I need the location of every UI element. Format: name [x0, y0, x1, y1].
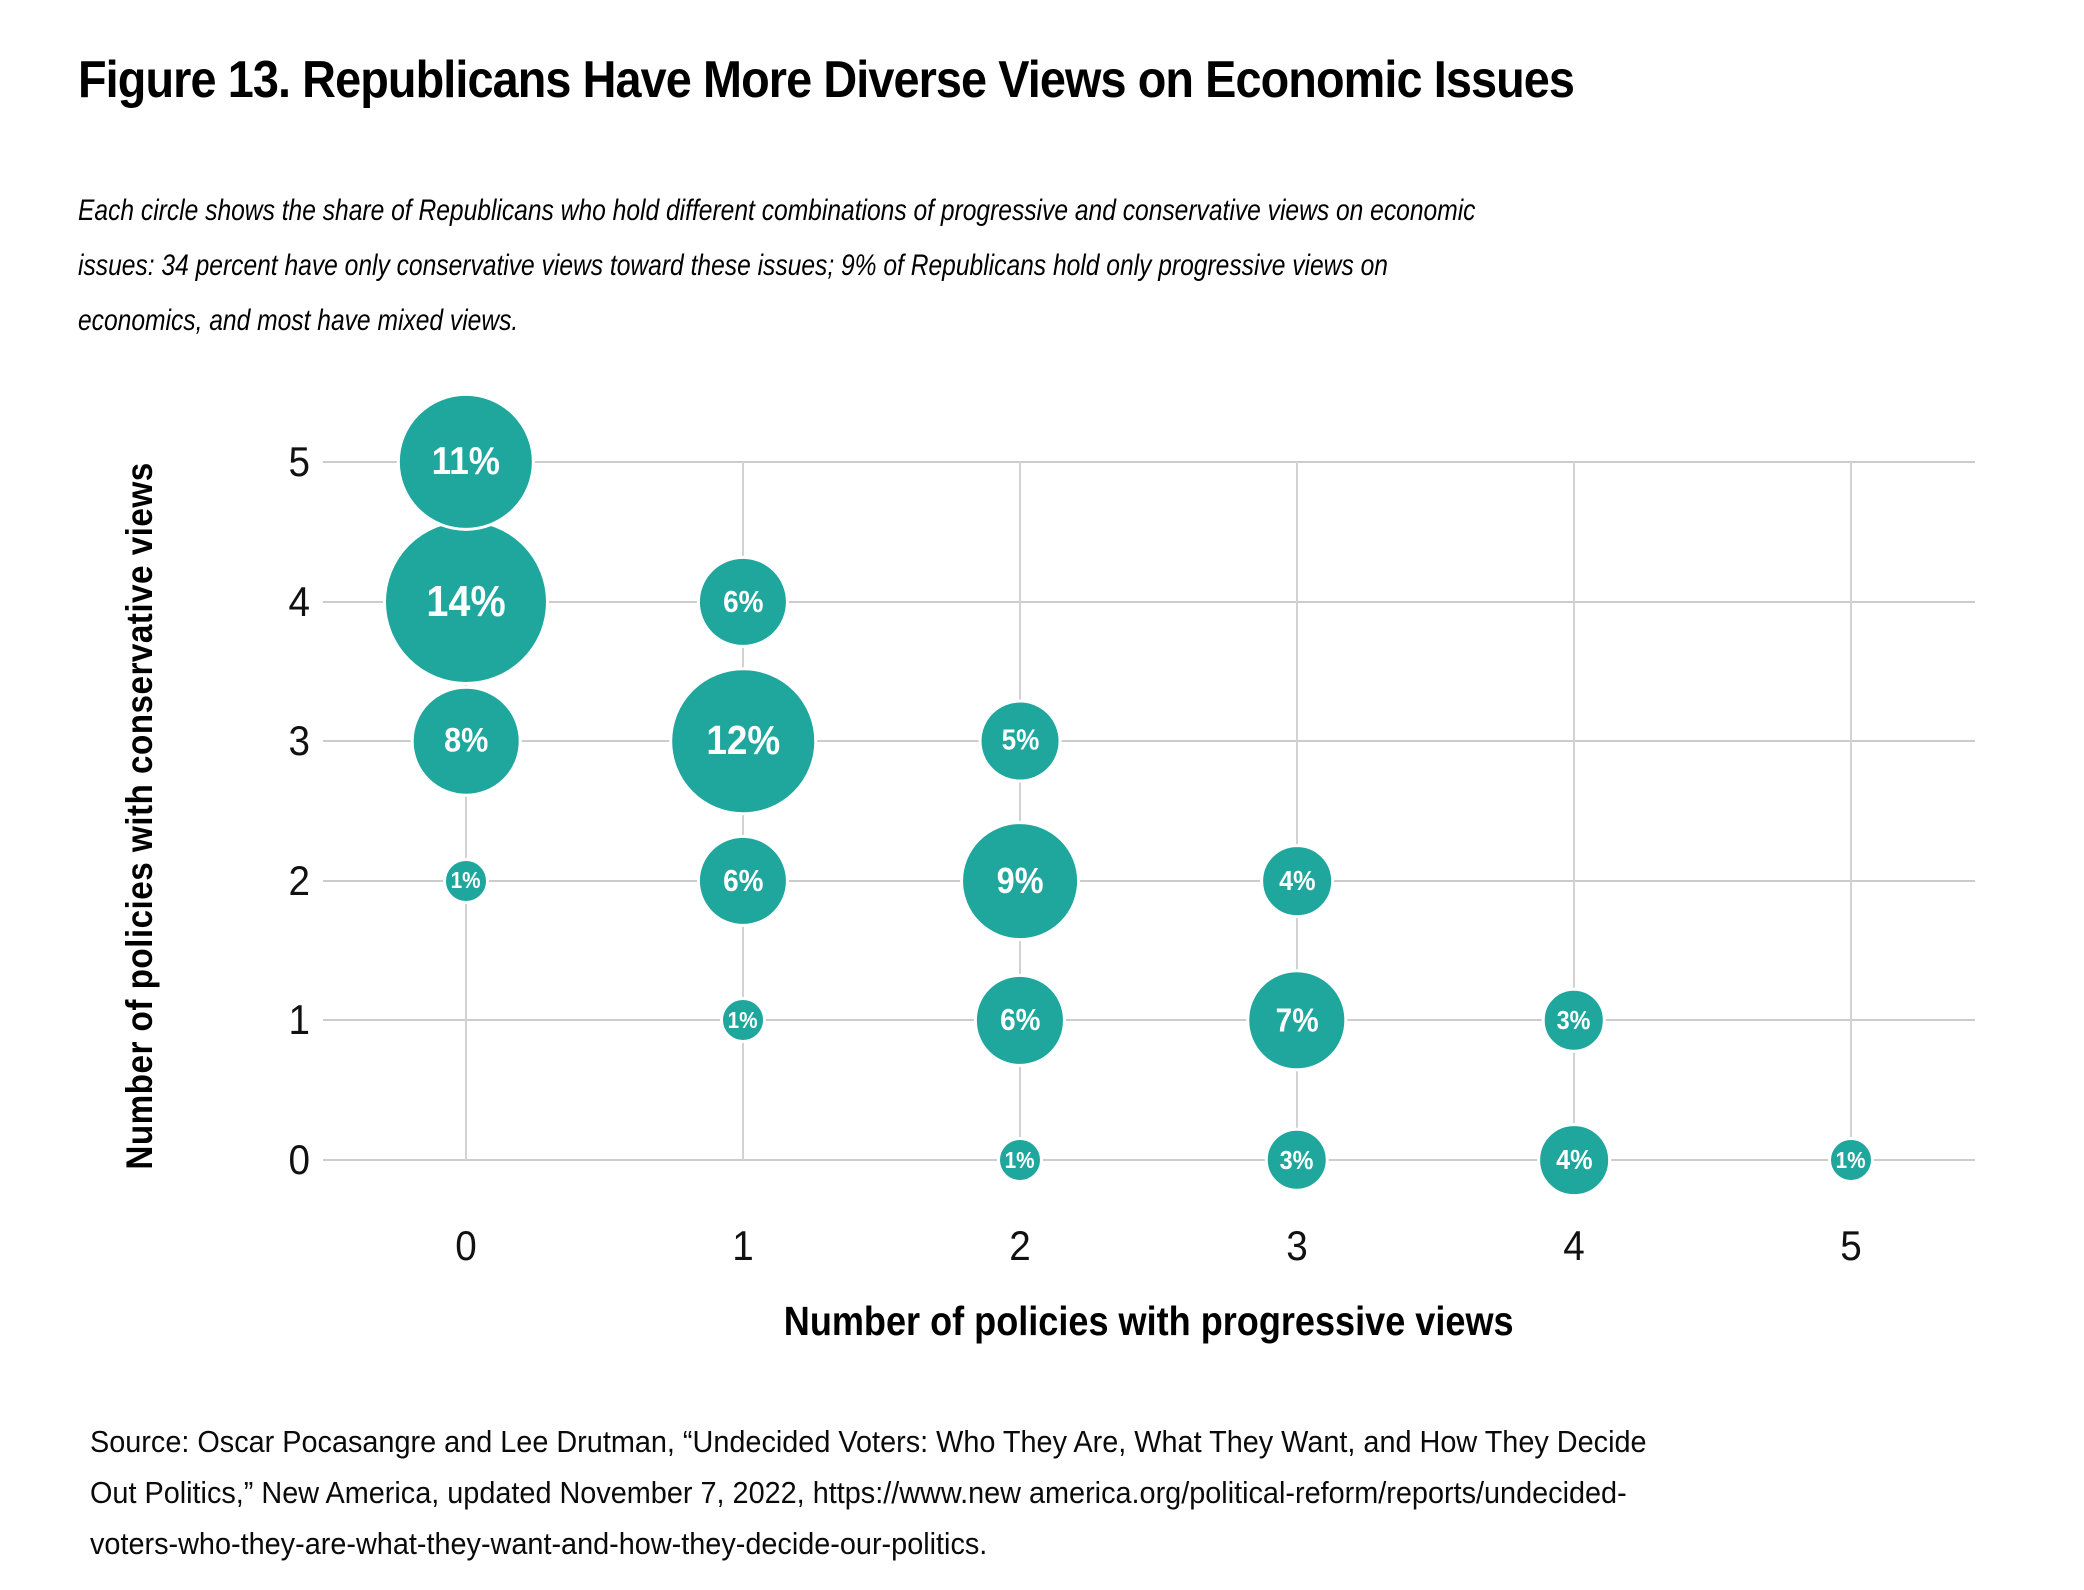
bubble-x3-y2: 4%	[1260, 843, 1334, 918]
subtitle-line-3: economics, and most have mixed views.	[78, 304, 519, 337]
gridline-horizontal-y3	[323, 740, 1975, 743]
bubble-x2-y2: 9%	[960, 820, 1080, 941]
bubble-value-label: 4%	[1555, 1144, 1593, 1175]
bubble-x1-y2: 6%	[696, 834, 790, 927]
bubble-x0-y3: 8%	[410, 685, 522, 797]
bubble-value-label: 1%	[728, 1006, 758, 1033]
gridline-horizontal-y2	[323, 879, 1975, 882]
source-line-3: voters-who-they-are-what-they-want-and-h…	[90, 1526, 988, 1561]
bubble-x0-y2: 1%	[442, 857, 490, 904]
bubble-x0-y5: 11%	[396, 392, 536, 532]
source-line-1: Source: Oscar Pocasangre and Lee Drutman…	[90, 1424, 1647, 1459]
bubble-x3-y0: 3%	[1264, 1127, 1330, 1193]
bubble-x2-y1: 6%	[973, 974, 1067, 1067]
bubble-value-label: 1%	[1836, 1146, 1866, 1173]
x-tick-label-1: 1	[732, 1222, 754, 1269]
subtitle-line-2: issues: 34 percent have only conservativ…	[78, 249, 1388, 282]
bubble-value-label: 12%	[706, 717, 780, 764]
bubble-value-label: 8%	[443, 721, 489, 760]
bubble-value-label: 5%	[1001, 724, 1039, 757]
bubble-x4-y1: 3%	[1541, 988, 1607, 1053]
bubble-x1-y3: 12%	[669, 667, 817, 815]
bubble-value-label: 7%	[1275, 1001, 1319, 1039]
y-tick-label-1: 1	[288, 996, 310, 1044]
source-line-2: Out Politics,” New America, updated Nove…	[90, 1475, 1627, 1510]
figure-title: Figure 13. Republicans Have More Diverse…	[78, 51, 1575, 109]
bubble-x1-y1: 1%	[719, 997, 767, 1044]
bubble-value-label: 4%	[1278, 864, 1316, 896]
bubble-value-label: 6%	[722, 862, 764, 898]
bubble-value-label: 9%	[996, 859, 1044, 901]
subtitle-line-1: Each circle shows the share of Republica…	[78, 194, 1476, 227]
gridline-horizontal-y0	[323, 1159, 1975, 1161]
bubble-x0-y4: 14%	[382, 518, 550, 685]
gridline-vertical-x4	[1573, 462, 1575, 1160]
gridline-vertical-x5	[1850, 462, 1852, 1160]
gridline-vertical-x3	[1296, 462, 1298, 1160]
bubble-chart: Number of policies with conservative vie…	[119, 392, 1975, 1344]
bubble-x2-y0: 1%	[996, 1136, 1044, 1184]
y-tick-label-3: 3	[288, 717, 310, 765]
gridline-horizontal-y5	[323, 461, 1975, 463]
gridline-horizontal-y4	[323, 600, 1975, 603]
source-note: Source: Oscar Pocasangre and Lee Drutman…	[90, 1416, 1647, 1569]
bubble-x3-y1: 7%	[1246, 969, 1348, 1072]
x-tick-label-3: 3	[1286, 1222, 1308, 1269]
bubble-x2-y3: 5%	[978, 699, 1062, 783]
x-tick-label-2: 2	[1009, 1222, 1031, 1269]
bubble-value-label: 11%	[431, 439, 501, 483]
bubble-x5-y0: 1%	[1827, 1136, 1875, 1184]
bubble-value-label: 1%	[1005, 1146, 1035, 1173]
bubble-value-label: 6%	[999, 1002, 1041, 1038]
bubble-x4-y0: 4%	[1537, 1123, 1611, 1197]
y-tick-label-0: 0	[288, 1136, 310, 1183]
x-axis-title: Number of policies with progressive view…	[784, 1298, 1514, 1344]
gridline-vertical-x0	[465, 462, 467, 1160]
bubble-value-label: 6%	[722, 583, 764, 619]
bubble-x1-y4: 6%	[696, 555, 790, 648]
bubble-value-label: 1%	[451, 867, 481, 894]
y-axis-title: Number of policies with conservative vie…	[119, 462, 160, 1170]
bubble-value-label: 3%	[1557, 1004, 1591, 1035]
bubble-value-label: 14%	[426, 576, 506, 626]
gridline-vertical-x2	[1019, 462, 1021, 1160]
figure-subtitle: Each circle shows the share of Republica…	[78, 183, 1475, 348]
gridline-horizontal-y1	[323, 1019, 1975, 1022]
x-tick-label-4: 4	[1563, 1222, 1585, 1269]
x-tick-label-5: 5	[1840, 1222, 1862, 1269]
x-tick-label-0: 0	[455, 1222, 477, 1269]
bubble-value-label: 3%	[1280, 1144, 1314, 1175]
y-tick-label-4: 4	[288, 577, 310, 625]
y-tick-label-5: 5	[288, 438, 310, 485]
y-tick-label-2: 2	[288, 856, 310, 904]
